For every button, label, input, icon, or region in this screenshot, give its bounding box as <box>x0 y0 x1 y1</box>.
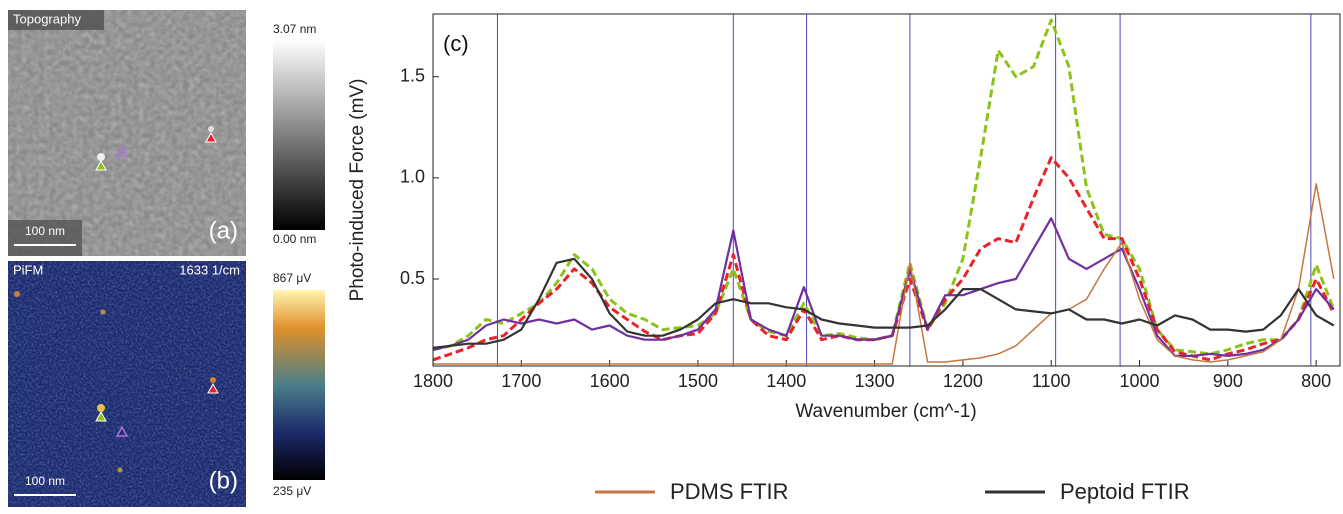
marker <box>205 131 217 143</box>
x-tick-label: 1000 <box>1120 371 1160 391</box>
legend-label: PDMS FTIR <box>670 479 789 504</box>
series-line <box>432 156 1336 362</box>
image-wavenumber: 1633 1/cm <box>179 262 240 277</box>
series-line <box>432 18 1336 356</box>
feature <box>208 126 214 132</box>
scale-label: 100 nm <box>25 224 65 238</box>
colorbar-min: 0.00 nm <box>273 232 316 246</box>
marker <box>95 410 107 422</box>
panel-label: (b) <box>209 467 238 494</box>
marker <box>95 159 107 171</box>
marker <box>115 145 129 157</box>
feature <box>210 377 216 383</box>
x-tick-label: 1300 <box>855 371 895 391</box>
colorbar-max: 3.07 nm <box>273 22 316 36</box>
x-tick-label: 1400 <box>766 371 806 391</box>
x-tick-label: 1600 <box>590 371 630 391</box>
y-tick-label: 1.0 <box>400 167 425 187</box>
colorbar <box>273 290 325 480</box>
panel-label: (a) <box>209 217 238 244</box>
x-tick-label: 1200 <box>943 371 983 391</box>
x-tick-label: 1100 <box>1032 371 1071 391</box>
x-tick-label: 1500 <box>678 371 718 391</box>
colorbar-min: 235 μV <box>273 484 311 498</box>
feature <box>100 309 106 315</box>
x-axis-title: Wavenumber (cm^-1) <box>795 401 976 422</box>
image-title: Topography <box>13 11 81 26</box>
scale-label: 100 nm <box>25 474 65 488</box>
y-tick-label: 0.5 <box>400 268 425 288</box>
marker <box>115 425 129 437</box>
topography-texture <box>8 10 246 256</box>
colorbar <box>273 40 325 230</box>
title-box <box>8 10 104 30</box>
y-tick-label: 1.5 <box>400 65 425 85</box>
series-line <box>432 217 1335 357</box>
feature <box>97 404 105 412</box>
x-tick-label: 1800 <box>413 371 453 391</box>
y-axis-title: Photo-induced Force (mV) <box>347 79 368 302</box>
image-title: PiFM <box>13 262 43 277</box>
feature <box>14 291 20 297</box>
plot-frame <box>432 13 1341 367</box>
colorbar-max: 867 μV <box>273 271 311 285</box>
scale-box <box>8 220 82 256</box>
feature <box>97 153 105 161</box>
pifm-texture <box>8 261 246 507</box>
panel-label: (c) <box>443 31 469 56</box>
x-tick-label: 800 <box>1301 371 1331 391</box>
legend-label: Peptoid FTIR <box>1060 479 1190 504</box>
series-line <box>432 257 1335 349</box>
x-tick-label: 900 <box>1213 371 1243 391</box>
series-line <box>433 183 1335 365</box>
marker <box>207 382 219 394</box>
x-tick-label: 1700 <box>501 371 541 391</box>
feature <box>117 467 123 473</box>
